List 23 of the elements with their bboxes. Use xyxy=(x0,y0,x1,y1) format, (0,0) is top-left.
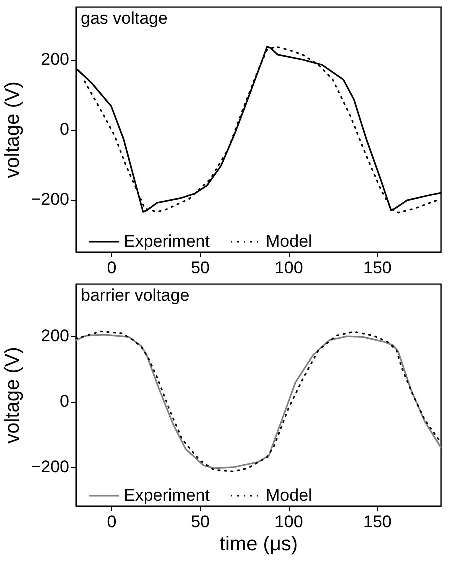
y-axis-title: voltage (V) xyxy=(2,82,24,178)
chart-title: gas voltage xyxy=(81,9,168,28)
y-tick-label: −200 xyxy=(31,190,70,209)
legend-label: Experiment xyxy=(124,232,210,251)
x-tick-label: 100 xyxy=(274,512,304,532)
y-tick-label: −200 xyxy=(31,457,70,476)
x-tick-label: 50 xyxy=(191,258,210,278)
y-axis-title: voltage (V) xyxy=(2,347,24,444)
y-tick-label: 0 xyxy=(60,120,70,139)
x-tick-label: 100 xyxy=(274,258,304,278)
chart-title: barrier voltage xyxy=(81,286,190,305)
x-tick-label: 0 xyxy=(107,512,117,532)
y-tick-label: 0 xyxy=(60,392,70,412)
legend-label: Model xyxy=(266,232,312,251)
legend-label: Model xyxy=(266,486,312,505)
y-tick-label: 200 xyxy=(41,326,70,346)
y-tick-label: 200 xyxy=(41,50,70,69)
x-axis-title: time (μs) xyxy=(220,534,298,556)
x-tick-label: 150 xyxy=(364,258,392,278)
x-tick-label: 150 xyxy=(364,512,392,532)
x-tick-label: 0 xyxy=(107,258,117,278)
x-tick-label: 50 xyxy=(191,512,210,532)
legend-label: Experiment xyxy=(124,486,210,505)
